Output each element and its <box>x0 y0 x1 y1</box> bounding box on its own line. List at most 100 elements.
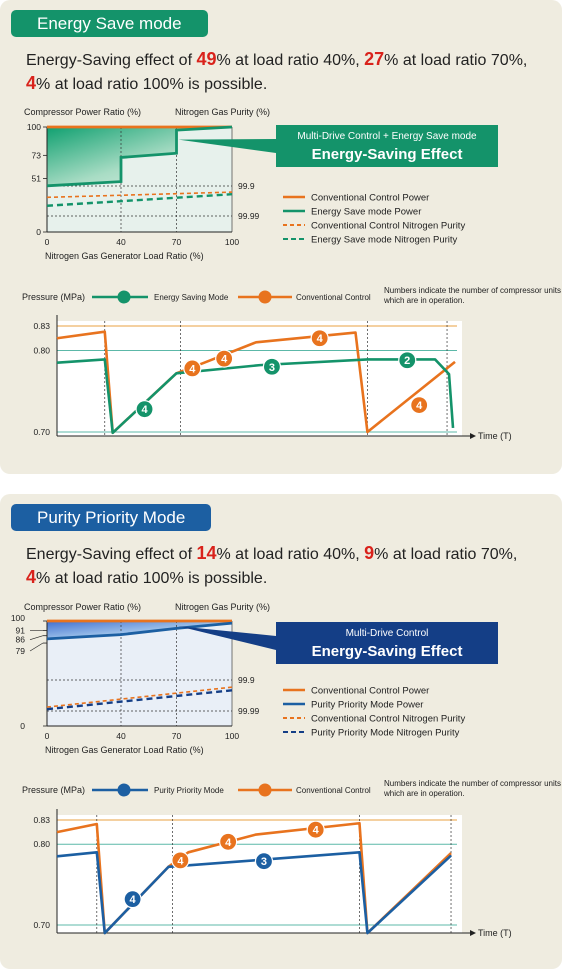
series-line-4 <box>46 193 233 207</box>
legend-conv-badge <box>258 783 272 797</box>
pressure-conv-line <box>56 330 456 435</box>
x-tick-label: 0 <box>45 237 50 247</box>
series-line-4 <box>46 689 233 711</box>
unit-count-label: 4 <box>177 855 184 867</box>
y-tick-label: 100 <box>27 122 41 132</box>
unit-count-badge <box>215 349 234 368</box>
pressure-tick-label: 0.70 <box>33 427 50 437</box>
unit-count-label: 4 <box>141 404 148 416</box>
headline-pct-40: 14 <box>196 543 217 563</box>
series-line-2 <box>46 125 233 188</box>
unit-count-label: 3 <box>261 856 267 868</box>
legend-mode-label: Energy Saving Mode <box>154 293 229 302</box>
y-tick-leader <box>29 635 44 640</box>
unit-count-badge <box>219 832 238 851</box>
y-axis-label: Compressor Power Ratio (%) <box>24 107 141 117</box>
callout-title: Multi-Drive Control <box>346 628 429 639</box>
time-axis-label: Time (T) <box>478 431 512 441</box>
pressure-mode-line <box>56 358 455 435</box>
pressure-tick-label: 0.80 <box>33 839 50 849</box>
y2-axis-label: Nitrogen Gas Purity (%) <box>175 107 270 117</box>
legend-label: Purity Priority Mode Power <box>311 700 423 711</box>
headline: Energy-Saving effect of 49% at load rati… <box>26 48 556 96</box>
section-title: Energy Save mode <box>11 10 208 37</box>
y-tick-label: 73 <box>32 150 42 160</box>
y2-tick-label: 99.99 <box>238 211 260 221</box>
headline-prefix: Energy-Saving effect of <box>26 546 197 563</box>
unit-count-label: 4 <box>189 363 196 375</box>
headline: Energy-Saving effect of 14 % at load rati… <box>26 542 556 590</box>
legend-label: Conventional Control Power <box>311 686 429 697</box>
pressure-tick-label: 0.83 <box>33 321 50 331</box>
pressure-axis-label: Pressure (MPa) <box>22 785 85 795</box>
callout-box <box>276 125 498 167</box>
unit-count-badge <box>306 820 325 839</box>
pressure-axis-label: Pressure (MPa) <box>22 292 85 302</box>
headline-text-3: % at load ratio 100% is possible. <box>36 76 268 93</box>
x-tick-label: 40 <box>116 237 126 247</box>
series-line-3 <box>46 686 233 708</box>
unit-count-badge <box>410 395 429 415</box>
unit-count-badge <box>262 357 282 376</box>
callout-main: Energy-Saving Effect <box>312 643 463 660</box>
pressure-tick-label: 0.80 <box>33 345 50 355</box>
legend-conv-label: Conventional Control <box>296 293 371 302</box>
y2-axis-label: Nitrogen Gas Purity (%) <box>175 602 270 612</box>
x-tick-label: 70 <box>172 237 182 247</box>
y-tick-label: 91 <box>16 625 26 635</box>
unit-count-label: 4 <box>225 837 232 849</box>
x-tick-label: 70 <box>172 731 182 741</box>
legend-mode-label: Purity Priority Mode <box>154 786 224 795</box>
unit-count-label: 4 <box>313 825 320 837</box>
charts-purity-priority: Compressor Power Ratio (%) Nitrogen Gas P… <box>11 602 561 938</box>
y-tick-label: 51 <box>32 173 42 183</box>
x-tick-label: 100 <box>225 237 239 247</box>
x-tick-label: 40 <box>116 731 126 741</box>
y2-tick-label: 99.9 <box>238 675 255 685</box>
y2-tick-label: 99.9 <box>238 181 255 191</box>
unit-count-label: 4 <box>221 354 228 366</box>
note-line-2: which are in operation. <box>383 789 465 798</box>
legend-label: Conventional Control Nitrogen Purity <box>311 714 465 725</box>
y-tick-label: 0 <box>36 227 41 237</box>
legend-label: Conventional Control Power <box>311 193 429 204</box>
legend-mode-badge <box>117 290 131 304</box>
pressure-tick-label: 0.83 <box>33 815 50 825</box>
unit-count-label: 4 <box>317 333 324 345</box>
legend-label: Energy Save mode Nitrogen Purity <box>311 235 458 246</box>
callout-pointer <box>178 139 276 153</box>
pressure-plot-area <box>57 321 462 436</box>
unit-count-badge <box>183 359 202 378</box>
series-line-2 <box>46 621 233 641</box>
note-line-1: Numbers indicate the number of compresso… <box>384 779 561 788</box>
charts-energy-save: Compressor Power Ratio (%) Nitrogen Gas P… <box>22 107 561 441</box>
energy-save-panel: Energy Save mode Energy-Saving effect of… <box>0 0 562 474</box>
unit-count-label: 4 <box>416 400 423 412</box>
unit-count-badge <box>310 329 329 348</box>
unit-count-badge <box>398 351 417 370</box>
headline-pct-40: 49 <box>196 49 217 69</box>
callout-pointer <box>178 626 276 650</box>
time-axis-label: Time (T) <box>478 928 512 938</box>
y-axis-label: Compressor Power Ratio (%) <box>24 602 141 612</box>
legend-conv-label: Conventional Control <box>296 786 371 795</box>
x-tick-label: 100 <box>225 731 239 741</box>
note-line-2: which are in operation. <box>383 296 465 305</box>
headline-pct-70: 27 <box>364 49 385 69</box>
callout-title: Multi-Drive Control + Energy Save mode <box>297 131 477 142</box>
callout-box <box>276 622 498 664</box>
headline-pct-100: 4 <box>26 73 37 93</box>
y2-tick-label: 99.99 <box>238 706 260 716</box>
pressure-mode-line <box>56 851 452 935</box>
pressure-tick-label: 0.70 <box>33 920 50 930</box>
headline-text-3: % at load ratio 100% is possible. <box>36 570 268 587</box>
legend-label: Conventional Control Nitrogen Purity <box>311 221 465 232</box>
unit-count-badge <box>135 400 154 419</box>
unit-count-label: 2 <box>404 355 410 367</box>
time-axis-arrow <box>470 930 476 936</box>
unit-count-label: 4 <box>130 894 137 906</box>
y-tick-label: 0 <box>20 721 25 731</box>
note-line-1: Numbers indicate the number of compresso… <box>384 286 561 295</box>
pressure-plot-area <box>57 815 462 933</box>
y-tick-label: 79 <box>16 646 26 656</box>
